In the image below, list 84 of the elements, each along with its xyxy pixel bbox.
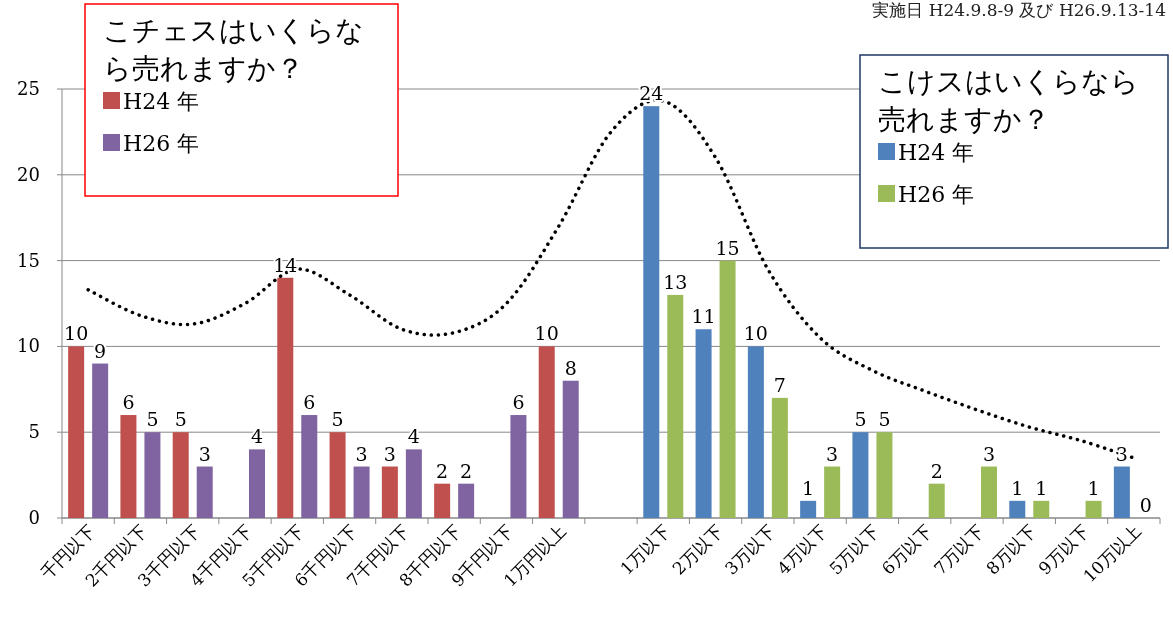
y-tick-label: 20 [17, 163, 40, 185]
legend-label: H24 年 [123, 89, 200, 114]
y-tick-label: 15 [17, 249, 40, 271]
x-tick-label: 3万以下 [720, 520, 779, 579]
data-label: 5 [854, 408, 867, 431]
x-tick-label: 7万以下 [929, 520, 988, 579]
bar [771, 397, 788, 518]
bar [92, 363, 109, 518]
bar [277, 277, 294, 518]
bar [1085, 500, 1102, 518]
data-label: 9 [94, 339, 107, 362]
data-label: 1 [1087, 476, 1100, 499]
data-label: 14 [273, 253, 298, 276]
bar [458, 483, 475, 518]
bar [120, 415, 137, 518]
text: こチェスはいくらなら売れますか？ [103, 14, 364, 85]
bar [196, 466, 213, 518]
data-label: 4 [250, 425, 264, 448]
bar [876, 432, 893, 518]
data-label: 5 [331, 408, 344, 431]
bar [643, 106, 660, 518]
data-label: 8 [564, 356, 577, 379]
bar [562, 380, 579, 518]
data-label: 3 [198, 442, 211, 465]
bar [329, 432, 346, 518]
data-label: 4 [407, 425, 420, 448]
bar [144, 432, 161, 518]
x-tick-label: 5万以下 [825, 520, 884, 579]
y-tick-label: 0 [28, 507, 40, 528]
data-label: 3 [383, 442, 396, 465]
bar [800, 500, 817, 518]
data-label: 3 [355, 442, 368, 465]
bar [747, 346, 764, 518]
chart-subtitle: 実施日 H24.9.8-9 及び H26.9.13-14 [872, 0, 1166, 20]
bar [667, 294, 684, 518]
data-label: 1 [802, 476, 815, 499]
data-label: 3 [826, 442, 839, 465]
bar [928, 483, 945, 518]
data-label: 10 [534, 322, 559, 345]
bar [824, 466, 841, 518]
bar [538, 346, 555, 518]
data-label: 6 [303, 391, 316, 414]
bar [1033, 500, 1050, 518]
bar [68, 346, 85, 518]
data-label: 0 [1139, 494, 1152, 516]
bar [695, 329, 712, 518]
data-label: 5 [146, 408, 159, 431]
data-label: 24 [639, 82, 664, 105]
bar [434, 483, 451, 518]
data-label: 13 [663, 270, 688, 293]
bar [981, 466, 997, 518]
y-tick-label: 10 [17, 335, 40, 357]
data-label: 11 [691, 305, 716, 328]
legend-label: H26 年 [123, 131, 200, 156]
data-label: 5 [174, 408, 187, 431]
y-tick-label: 5 [28, 421, 40, 443]
data-label: 7 [773, 373, 786, 396]
data-label: 2 [930, 459, 943, 482]
bar [1009, 500, 1026, 518]
annotation: こけスはいくらなら売れますか？ [878, 65, 1139, 136]
bar [1113, 466, 1130, 518]
bar [172, 432, 189, 518]
data-label: 6 [122, 391, 135, 414]
data-label: 1 [1035, 476, 1048, 499]
legend-label: H26 年 [898, 182, 975, 207]
bar [381, 466, 398, 518]
data-label: 3 [982, 442, 996, 465]
bar [510, 415, 527, 518]
data-label: 5 [878, 408, 891, 431]
bar [719, 260, 736, 518]
bar [405, 449, 422, 518]
bar [301, 415, 318, 518]
legend-label: H24 年 [898, 140, 975, 165]
data-label: 2 [460, 459, 473, 482]
bar [353, 466, 370, 518]
data-label: 6 [512, 391, 525, 414]
bar [249, 449, 265, 518]
y-tick-label: 25 [17, 78, 40, 99]
data-label: 10 [743, 322, 768, 345]
data-label: 15 [715, 236, 740, 259]
data-label: 10 [64, 322, 89, 345]
data-label: 2 [436, 459, 449, 482]
data-label: 1 [1011, 476, 1024, 499]
bar [852, 432, 869, 518]
